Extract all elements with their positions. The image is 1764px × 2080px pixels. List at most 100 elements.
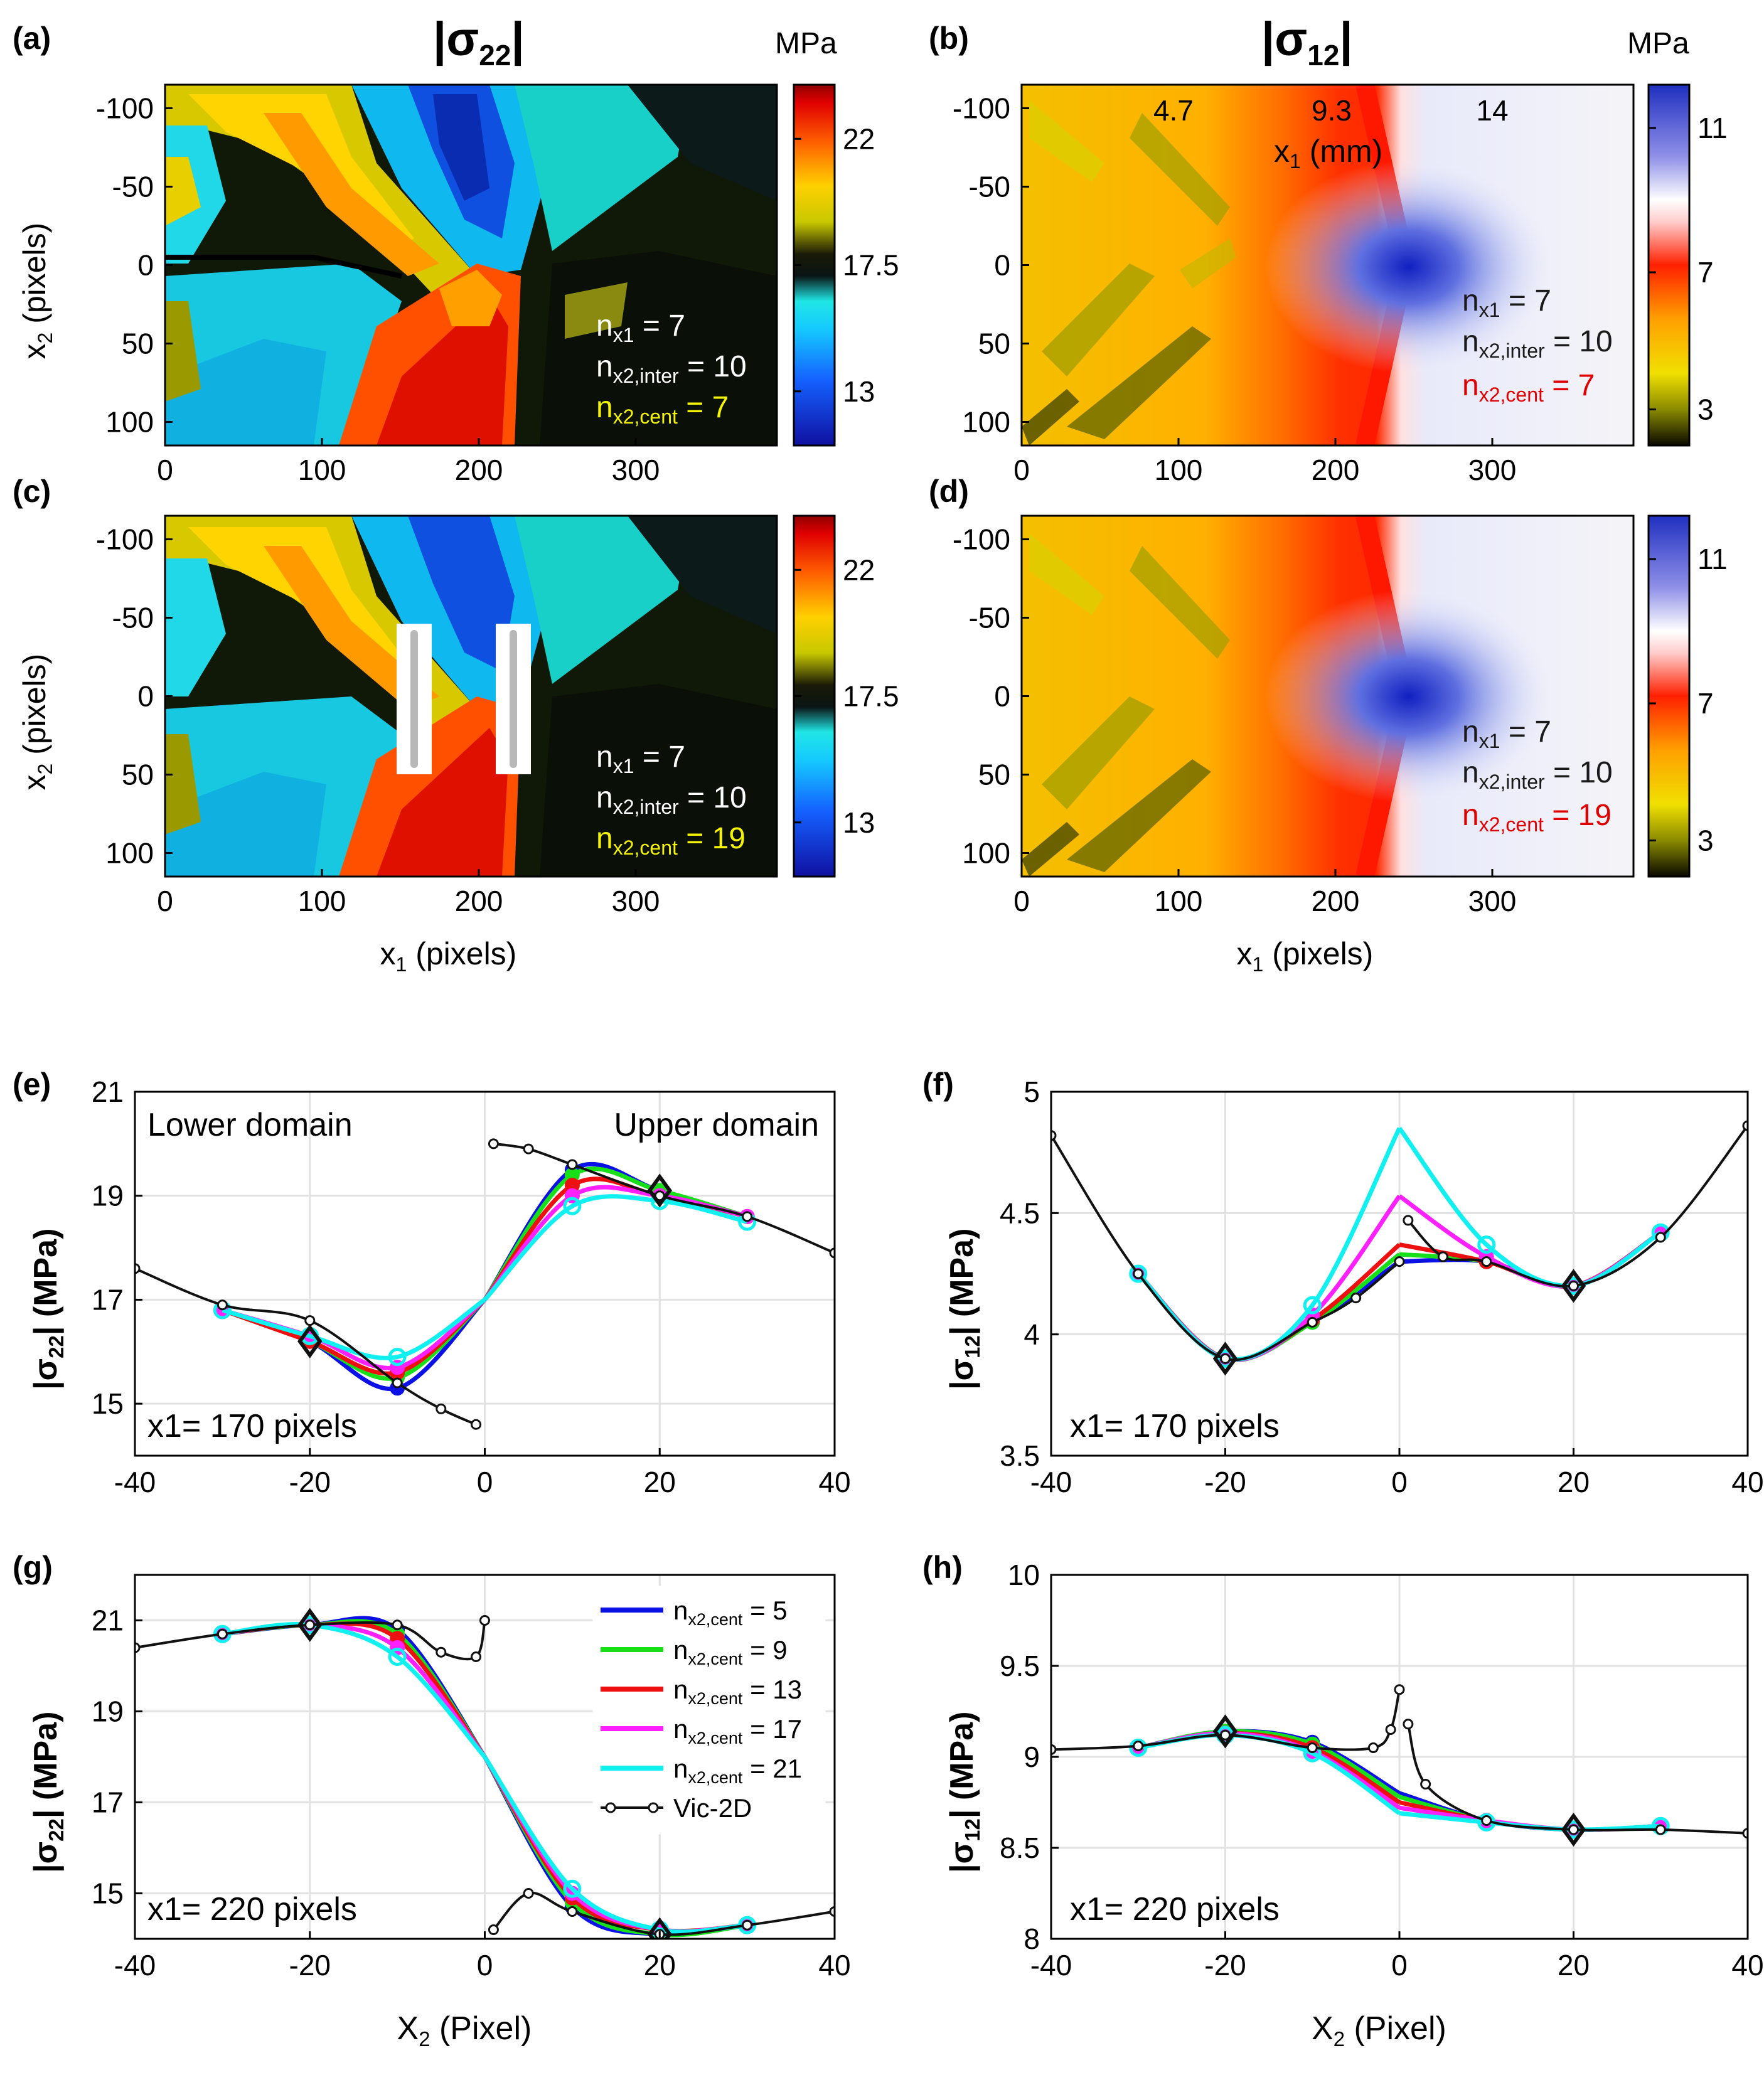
annotation-nx2cent-c: nx2,cent = 19: [596, 822, 746, 859]
annotation-nx2inter-b: nx2,inter = 10: [1462, 325, 1613, 362]
cbar-tick-label-d-0: 11: [1697, 543, 1728, 575]
crack-line-left: [410, 630, 418, 768]
plot-area-e: [135, 1138, 835, 1430]
x-tick-label-c-1: 100: [298, 885, 346, 917]
x-axis-label-g: X2 (Pixel): [397, 2010, 532, 2051]
x-tick-label-h-4: 40: [1731, 1949, 1763, 1981]
heatmap-annotations-d: nx1 = 7 nx2,inter = 10 nx2,cent = 19: [1462, 715, 1613, 836]
y-tick-label-a-2: 0: [137, 249, 154, 282]
y-tick-label-h-3: 9.5: [1000, 1650, 1040, 1682]
chart-text-f-0: x1= 170 pixels: [1070, 1408, 1280, 1444]
vic2d-marker-e-11: [829, 1247, 835, 1259]
x-tick-label-c-0: 0: [157, 885, 173, 917]
y-tick-label-h-0: 8: [1024, 1923, 1040, 1955]
legend-label-g-1: nx2,cent = 9: [673, 1635, 788, 1668]
x-tick-label-f-0: -40: [1030, 1466, 1072, 1498]
diamond-marker-e-0: [297, 1324, 323, 1358]
vic2d-marker-h-10: [1568, 1824, 1579, 1835]
series-marker-f-4-4: [1477, 1235, 1496, 1254]
vic2d-marker-f-6: [1403, 1215, 1414, 1226]
panel-label-g: (g): [13, 1550, 53, 1585]
y-tick-label-d-4: 100: [962, 837, 1010, 870]
cbar-tick-label-b-0: 11: [1697, 112, 1728, 144]
legend-marker-g-5-a: [605, 1802, 616, 1813]
heatmap-annotations-b: nx1 = 7 nx2,inter = 10 nx2,cent = 7: [1462, 284, 1613, 406]
legend-g: nx2,cent = 5 nx2,cent = 9 nx2,cent = 13 nx2…: [592, 1586, 826, 1835]
x-tick-label-b-1: 100: [1155, 454, 1203, 486]
annotation-nx2inter-c: nx2,inter = 10: [596, 781, 747, 818]
annotation-nx2cent-d: nx2,cent = 19: [1462, 799, 1612, 836]
series-marker-f-4-0: [1129, 1264, 1148, 1283]
x-tick-label-g-3: 20: [644, 1949, 676, 1981]
diamond-marker-h-0: [1212, 1714, 1238, 1749]
y-tick-label-d-1: -50: [969, 602, 1010, 634]
heatmap-b: (b) |σ12| MPa 4.7 9.3 14 x1 (mm) nx1 = 7…: [929, 13, 1691, 447]
y-axis-label-a: x2 (pixels): [17, 223, 56, 360]
vic2d-marker-g-0: [135, 1642, 141, 1653]
vic2d-marker-f-1: [1133, 1268, 1144, 1279]
colorbar-d: [1647, 515, 1691, 878]
vic2d-marker-e-1: [216, 1299, 228, 1311]
vic2d-marker-e-4: [436, 1403, 447, 1414]
x-tick-label-f-2: 0: [1391, 1466, 1408, 1498]
vic2d-line-f-upper: [1407, 1124, 1748, 1288]
y-tick-label-d-0: -100: [953, 523, 1010, 556]
series-line-g-4-upper: [483, 1756, 747, 1934]
plot-area-g: [135, 1608, 835, 1939]
x-tick-label-f-1: -20: [1204, 1466, 1246, 1498]
y-tick-label-f-0: 3.5: [1000, 1439, 1040, 1472]
top-tick-b-2: 14: [1476, 94, 1508, 127]
line-chart-f: (f) -40 -20 0 20 40 3.5 4 4.5 5 |σ12| (MPa) x1= 170…: [922, 1067, 1764, 1498]
y-tick-label-a-1: -50: [112, 171, 154, 203]
panel-label-a: (a): [13, 21, 51, 56]
x-tick-label-h-0: -40: [1030, 1949, 1072, 1981]
diamond-marker-e-1: [647, 1173, 672, 1208]
vic2d-marker-g-6: [479, 1615, 490, 1626]
cbar-tick-label-d-1: 7: [1697, 687, 1714, 720]
y-tick-label-b-0: -100: [953, 92, 1010, 125]
heatmap-title-b: |σ12|: [1261, 13, 1353, 72]
vic2d-marker-f-9: [1568, 1280, 1579, 1291]
y-tick-label-e-2: 19: [92, 1180, 124, 1212]
vic2d-marker-g-12: [829, 1906, 835, 1917]
annotation-nx1-d: nx1 = 7: [1462, 715, 1551, 752]
x-tick-label-e-2: 0: [477, 1466, 493, 1498]
series-marker-g-4-4: [563, 1879, 582, 1898]
series-line-f-2-lower: [1136, 1242, 1401, 1362]
vic2d-marker-h-12: [1742, 1828, 1748, 1839]
annotation-nx1-a: nx1 = 7: [596, 309, 685, 346]
y-tick-label-b-2: 0: [994, 249, 1010, 282]
top-axis-b: 4.7 9.3 14 x1 (mm): [1153, 94, 1509, 173]
series-marker-e-1-4: [564, 1167, 580, 1183]
colorbar-units-a: MPa: [775, 27, 837, 60]
x-tick-label-g-2: 0: [477, 1949, 493, 1981]
x-axis-label-d: x1 (pixels): [1237, 936, 1374, 976]
y-tick-label-c-3: 50: [122, 759, 154, 791]
vic2d-marker-h-6: [1394, 1684, 1405, 1695]
y-tick-label-b-3: 50: [978, 328, 1010, 360]
line-chart-g: (g) -40 -20 0 20 40 15 17 19 21 |σ22| (MPa) X2 (Pix…: [13, 1550, 851, 2051]
y-tick-label-f-3: 5: [1024, 1075, 1040, 1108]
chart-text-e-1: Upper domain: [614, 1107, 819, 1143]
x-tick-label-f-3: 20: [1558, 1466, 1590, 1498]
top-tick-b-0: 4.7: [1153, 94, 1194, 127]
chart-text-g-0: x1= 220 pixels: [147, 1891, 357, 1928]
cbar-tick-label-c-0: 22: [843, 553, 875, 586]
heatmap-field-c: [165, 516, 777, 877]
vic2d-marker-h-3: [1307, 1742, 1318, 1753]
x-tick-label-c-3: 300: [612, 885, 660, 917]
x-tick-label-g-4: 40: [818, 1949, 850, 1981]
cbar-tick-label-a-0: 22: [843, 122, 875, 155]
y-tick-label-f-1: 4: [1024, 1318, 1040, 1351]
heatmap-c: (c) nx1 = 7 nx2,inter = 1: [13, 474, 836, 878]
legend-label-g-4: nx2,cent = 21: [673, 1754, 802, 1787]
vic2d-marker-g-11: [742, 1919, 753, 1931]
cbar-tick-label-d-2: 3: [1697, 824, 1714, 857]
heatmap-field-a: [165, 85, 777, 445]
diamond-marker-h-1: [1561, 1812, 1586, 1847]
crack-line-right: [510, 630, 517, 768]
vic2d-marker-h-0: [1051, 1744, 1057, 1755]
